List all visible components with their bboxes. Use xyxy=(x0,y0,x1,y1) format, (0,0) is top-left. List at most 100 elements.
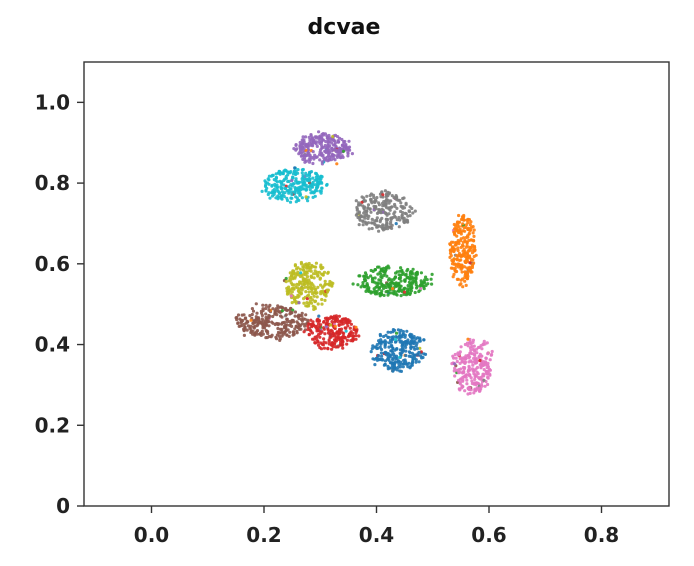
data-point xyxy=(283,308,287,312)
data-point xyxy=(348,326,352,330)
data-point xyxy=(486,363,490,367)
data-point xyxy=(357,334,361,338)
data-point xyxy=(382,286,386,290)
data-point xyxy=(238,324,242,328)
data-point xyxy=(417,350,421,354)
data-point xyxy=(387,201,391,205)
data-point xyxy=(271,173,275,177)
data-point xyxy=(398,340,402,344)
data-point xyxy=(469,225,474,229)
data-point xyxy=(318,150,322,154)
data-point xyxy=(378,357,382,361)
data-point xyxy=(297,180,301,184)
data-point xyxy=(373,268,377,272)
data-point xyxy=(394,290,398,294)
data-point xyxy=(323,298,327,302)
data-point xyxy=(281,171,285,176)
data-point xyxy=(320,297,324,302)
data-point xyxy=(389,291,393,295)
data-point xyxy=(246,324,251,328)
data-point xyxy=(394,281,398,285)
data-point xyxy=(315,295,319,299)
data-point xyxy=(380,207,384,211)
data-point xyxy=(394,271,398,275)
data-point xyxy=(452,356,456,360)
data-point xyxy=(298,146,302,150)
data-point xyxy=(322,340,326,344)
data-point xyxy=(457,213,461,218)
data-point xyxy=(309,286,313,290)
data-point xyxy=(322,319,326,324)
data-point xyxy=(331,316,335,321)
data-point xyxy=(397,289,401,293)
data-point xyxy=(263,179,267,183)
data-point xyxy=(398,198,402,202)
data-point xyxy=(405,218,410,223)
data-point xyxy=(396,328,400,332)
data-point xyxy=(461,254,465,258)
data-point xyxy=(301,175,305,179)
data-point xyxy=(395,195,399,199)
data-point xyxy=(331,345,335,349)
data-point xyxy=(271,307,275,311)
data-point xyxy=(316,274,320,278)
data-point xyxy=(485,341,489,345)
data-point xyxy=(403,358,407,362)
data-point xyxy=(453,352,457,357)
data-point xyxy=(464,283,468,287)
data-point xyxy=(415,347,419,351)
data-point xyxy=(413,347,417,351)
data-point xyxy=(474,383,478,387)
data-point xyxy=(385,290,389,294)
data-point xyxy=(354,213,358,217)
data-point xyxy=(304,188,308,192)
data-point xyxy=(313,341,317,345)
data-point xyxy=(285,333,289,337)
data-point xyxy=(486,382,490,387)
data-point xyxy=(332,338,337,342)
data-point xyxy=(395,368,399,372)
data-point xyxy=(333,133,338,137)
data-point xyxy=(367,227,371,231)
data-point xyxy=(242,333,246,337)
data-point xyxy=(308,156,312,160)
data-point xyxy=(280,329,284,334)
y-axis: 0 0.2 0.4 0.6 0.8 1.0 xyxy=(35,90,84,518)
data-point xyxy=(276,330,281,334)
data-point xyxy=(370,347,374,351)
data-point xyxy=(267,305,271,309)
data-point xyxy=(460,270,464,274)
data-point xyxy=(341,342,345,347)
data-point xyxy=(298,274,303,279)
data-point xyxy=(363,271,368,275)
data-point xyxy=(377,229,381,233)
data-point xyxy=(393,354,397,358)
data-point xyxy=(450,240,454,244)
data-point xyxy=(336,140,341,144)
data-point xyxy=(466,220,470,225)
data-point xyxy=(392,212,396,216)
data-point xyxy=(316,327,320,331)
data-point xyxy=(454,356,458,360)
data-point xyxy=(253,324,257,328)
data-point xyxy=(295,147,299,151)
data-point xyxy=(399,279,403,283)
data-point xyxy=(455,359,459,364)
data-point xyxy=(308,188,312,192)
data-point xyxy=(480,347,484,351)
data-point xyxy=(298,185,302,189)
data-point xyxy=(394,356,398,361)
data-point xyxy=(366,276,370,280)
data-point xyxy=(386,357,390,361)
data-point xyxy=(454,243,458,247)
data-point xyxy=(296,270,300,274)
data-point xyxy=(306,148,310,152)
data-point xyxy=(387,285,391,289)
data-point xyxy=(397,281,401,285)
data-point xyxy=(281,306,285,310)
data-point xyxy=(394,222,398,226)
data-point xyxy=(276,304,280,308)
data-point xyxy=(379,195,383,199)
data-point xyxy=(379,338,383,342)
data-point xyxy=(292,147,296,151)
